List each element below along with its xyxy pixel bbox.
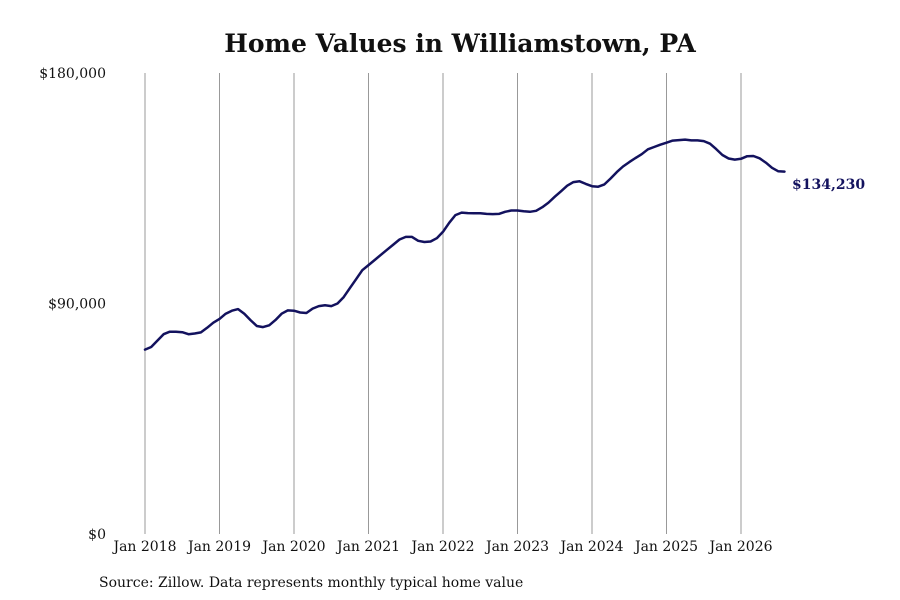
x-tick-label-2021: Jan 2021: [335, 539, 400, 555]
source-note: Source: Zillow. Data represents monthly …: [99, 575, 523, 591]
x-tick-label-2026: Jan 2026: [707, 539, 772, 555]
chart-title: Home Values in Williamstown, PA: [224, 29, 696, 58]
y-tick-label-90000: $90,000: [48, 297, 106, 313]
series-line-0: [143, 138, 786, 351]
y-axis-tick-labels: $0 $90,000 $180,000: [39, 66, 106, 543]
gridlines: [144, 73, 742, 534]
y-tick-label-0: $0: [88, 527, 106, 543]
x-tick-label-2025: Jan 2025: [633, 539, 698, 555]
x-tick-label-2022: Jan 2022: [409, 539, 474, 555]
x-tick-label-2024: Jan 2024: [558, 539, 623, 555]
x-tick-label-2020: Jan 2020: [260, 539, 325, 555]
end-value-label: $134,230: [792, 177, 865, 193]
y-tick-label-180000: $180,000: [39, 66, 106, 82]
series: [143, 138, 786, 351]
x-axis-tick-labels: Jan 2018 Jan 2019 Jan 2020 Jan 2021 Jan 2022…: [111, 539, 772, 555]
x-tick-label-2019: Jan 2019: [186, 539, 251, 555]
x-tick-label-2018: Jan 2018: [111, 539, 176, 555]
x-tick-label-2023: Jan 2023: [484, 539, 549, 555]
